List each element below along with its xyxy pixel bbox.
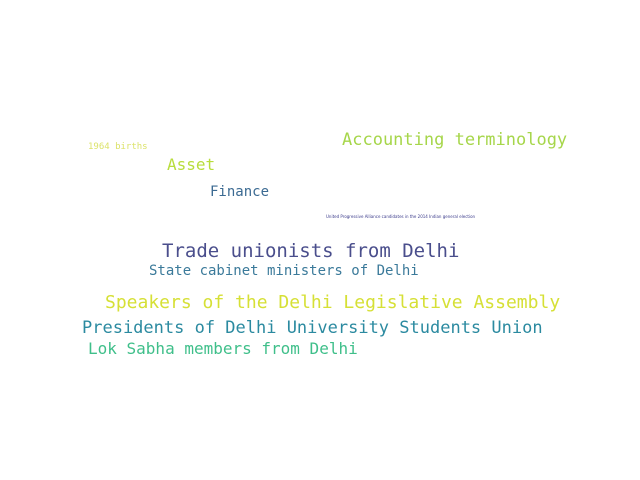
word-asset: Asset	[167, 155, 216, 174]
word-state-cabinet-ministers-of-delhi: State cabinet ministers of Delhi	[149, 263, 419, 279]
word-finance: Finance	[210, 184, 270, 200]
word-lok-sabha-members-from-delhi: Lok Sabha members from Delhi	[88, 339, 358, 358]
word-upa-candidates-2014: United Progressive Alliance candidates i…	[326, 214, 476, 219]
word-presidents-of-dusu: Presidents of Delhi University Students …	[82, 318, 543, 338]
word-speakers-of-delhi-legislative-assembly: Speakers of the Delhi Legislative Assemb…	[105, 292, 561, 313]
word-1964-births: 1964 births	[88, 142, 148, 152]
word-trade-unionists-from-delhi: Trade unionists from Delhi	[162, 240, 460, 262]
word-accounting-terminology: Accounting terminology	[342, 130, 568, 150]
